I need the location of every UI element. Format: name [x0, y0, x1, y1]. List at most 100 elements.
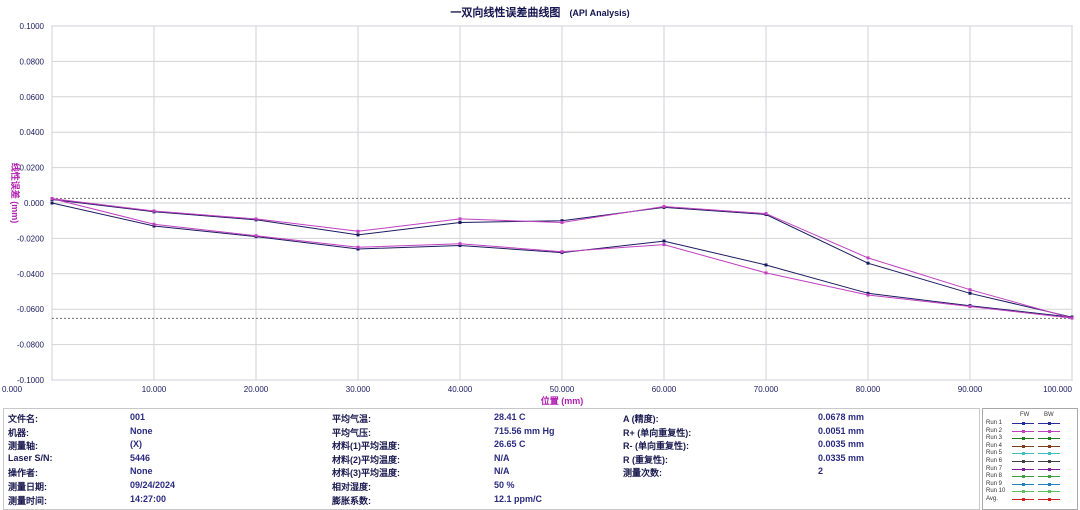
data-point [560, 220, 564, 224]
info-value: None [130, 425, 153, 436]
legend-row: Avg. [986, 496, 1074, 503]
x-tick-label: 60.000 [652, 385, 677, 394]
legend-marker [1022, 460, 1025, 463]
data-point [866, 293, 870, 297]
info-value: 0.0035 mm [818, 439, 865, 450]
y-tick-label: 0.0400 [20, 128, 45, 137]
x-tick-label: 0.000 [2, 385, 23, 394]
legend-run-name: Avg. [986, 496, 998, 502]
info-value: 001 [130, 412, 146, 422]
legend-marker [1022, 422, 1025, 425]
info-label: 机器: [8, 427, 29, 438]
info-label: R- (单向重复性): [623, 441, 689, 452]
info-value: N/A [494, 466, 510, 477]
data-point [356, 229, 360, 233]
legend-row: Run 7 [986, 466, 1074, 473]
data-point [254, 234, 258, 238]
legend-run-name: Run 6 [986, 458, 1003, 464]
legend-fw-header: FW [1020, 412, 1030, 418]
data-point [560, 219, 564, 223]
legend-row: Run 4 [986, 443, 1074, 450]
info-label: Laser S/N: [8, 452, 53, 463]
legend-run-name: Run 10 [986, 488, 1006, 495]
info-value: 0.0335 mm [818, 452, 865, 463]
info-label: 相对湿度: [332, 482, 371, 492]
data-point [356, 247, 360, 251]
data-point [458, 243, 462, 247]
legend-marker [1048, 475, 1051, 479]
data-point [356, 245, 360, 249]
legend-marker [1048, 422, 1051, 425]
legend-marker [1022, 475, 1025, 479]
info-label: 测量日期: [8, 482, 47, 492]
legend-run-name: Run 7 [986, 465, 1003, 472]
legend-run-name: Run 3 [986, 435, 1003, 442]
x-tick-label: 50.000 [550, 385, 575, 394]
data-point [662, 243, 666, 247]
legend-marker [1022, 437, 1025, 441]
legend-marker [1048, 460, 1051, 463]
legend-run-name: Run 5 [986, 450, 1003, 457]
legend-marker [1022, 444, 1025, 448]
info-label: 平均气压: [332, 427, 371, 438]
tick-layer: 0.1000 0.0800 0.0600 0.0400 0.0200 0.000 -0.02… [2, 22, 1073, 394]
data-point [458, 242, 462, 246]
legend-marker [1022, 482, 1025, 486]
x-axis-title: 位置 (mm) [541, 395, 584, 406]
info-label: 平均气温: [332, 414, 371, 424]
info-value: 50 % [494, 480, 515, 490]
info-label: 材料(1)平均温度: [332, 441, 400, 452]
info-value: None [130, 466, 153, 477]
data-point [152, 222, 156, 226]
info-value: 09/24/2024 [130, 480, 176, 490]
y-tick-label: -0.0800 [17, 341, 45, 350]
info-value: 26.65 C [494, 439, 526, 450]
legend-row: Run 8 [986, 473, 1074, 480]
data-point [764, 212, 768, 216]
legend-marker [1048, 444, 1051, 448]
legend-marker [1022, 498, 1025, 501]
y-tick-label: -0.0600 [17, 305, 45, 314]
y-tick-label: 0.000 [24, 199, 45, 208]
y-tick-label: 0.0600 [20, 93, 45, 102]
legend-marker [1022, 452, 1025, 456]
legend-marker [1048, 490, 1051, 494]
grid-layer [51, 25, 1073, 381]
info-value: (X) [130, 439, 142, 450]
data-point [764, 271, 768, 275]
legend-row: Run 1 [986, 420, 1074, 427]
x-tick-label: 20.000 [244, 385, 269, 394]
legend-marker [1048, 498, 1051, 501]
run-legend: FW BW Run 1 Run 2 Run 3 Run 4 Run 5 Run 6 Run … [982, 408, 1078, 510]
info-value: 5446 [130, 452, 151, 463]
info-value: 715.56 mm Hg [494, 425, 555, 436]
legend-marker [1048, 482, 1051, 486]
legend-marker [1048, 467, 1051, 471]
data-point [866, 291, 870, 295]
legend-row: Run 3 [986, 435, 1074, 442]
x-tick-label: 70.000 [754, 385, 779, 394]
data-point [50, 197, 54, 201]
data-point [458, 217, 462, 221]
legend-marker [1022, 467, 1025, 471]
info-value: 0.0678 mm [818, 412, 865, 422]
legend-row: Run 2 [986, 428, 1074, 435]
legend-marker [1048, 437, 1051, 441]
info-value: N/A [494, 452, 510, 463]
data-point [662, 205, 666, 209]
y-tick-label: 0.0800 [20, 57, 45, 66]
info-label: A (精度): [623, 414, 659, 424]
info-label: R+ (单向重复性): [623, 427, 692, 438]
info-label: 测量时间: [8, 495, 47, 506]
measurement-info-panel: 文件名: 001 机器: None 测量轴: (X) Laser S/N: 5446 操作者: N… [3, 408, 980, 510]
y-tick-label: 0.1000 [20, 22, 45, 31]
legend-marker [1048, 429, 1051, 433]
info-label: 材料(3)平均温度: [332, 468, 400, 479]
legend-run-name: Run 1 [986, 420, 1003, 426]
data-point [152, 209, 156, 213]
y-tick-label: -0.0400 [17, 270, 45, 279]
data-point [458, 220, 462, 224]
data-point [254, 217, 258, 221]
data-point [1070, 316, 1074, 320]
legend-bw-header: BW [1044, 412, 1054, 418]
